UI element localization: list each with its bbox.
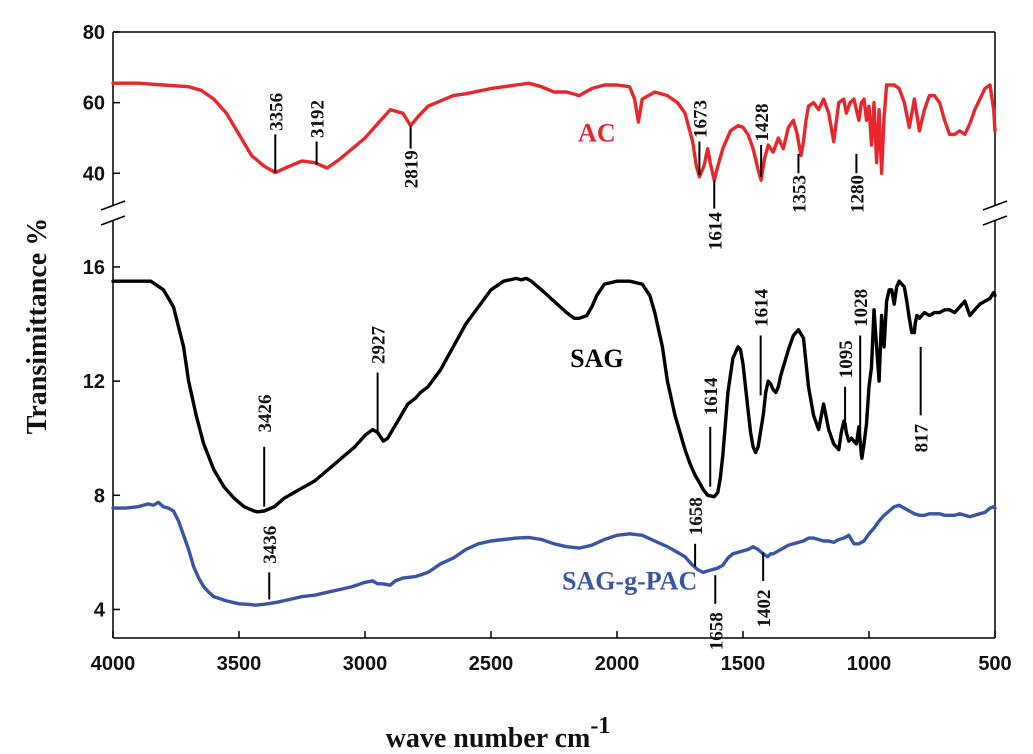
peak-label: 1658	[706, 612, 727, 650]
peak-label: 1095	[836, 340, 857, 378]
peak-label: 3192	[308, 100, 329, 138]
peak-label: 1402	[754, 590, 775, 628]
x-tick-label: 3500	[217, 653, 262, 675]
series-label: SAG	[570, 344, 623, 373]
peak-label: 1673	[690, 100, 711, 138]
peak-label: 1614	[752, 288, 773, 327]
y-tick-label: 40	[83, 163, 105, 185]
chart-series-lines	[111, 81, 997, 607]
x-tick-label: 2500	[469, 653, 514, 675]
axis-break-mark	[982, 200, 1008, 211]
axis-break-mark	[982, 215, 1008, 226]
peak-label: 1428	[752, 104, 773, 142]
y-tick-label: 16	[83, 257, 105, 279]
peak-label: 1658	[686, 497, 707, 535]
axis-break-mark	[100, 215, 126, 226]
series-label: SAG-g-PAC	[562, 566, 697, 595]
x-tick-label: 1500	[721, 653, 766, 675]
y-tick-label: 80	[83, 22, 105, 44]
axis-break-mark	[100, 200, 126, 211]
y-axis-title: Transimittance %	[22, 218, 53, 434]
x-tick-label: 500	[978, 653, 1011, 675]
series-line-sag-g-pac	[111, 500, 997, 607]
y-tick-label: 60	[83, 93, 105, 115]
peak-label: 3426	[255, 395, 276, 433]
y-tick-label: 12	[83, 371, 105, 393]
peak-label: 3356	[266, 93, 287, 131]
x-tick-label: 4000	[91, 653, 136, 675]
series-label: AC	[578, 118, 616, 147]
x-axis-title: wave number cm-1	[386, 713, 611, 754]
y-tick-label: 4	[94, 599, 106, 621]
series-line-ac	[111, 81, 997, 182]
peak-label: 817	[912, 423, 933, 452]
series-line-sag	[111, 276, 997, 514]
peak-label: 1280	[847, 175, 868, 213]
peak-label: 1028	[851, 289, 872, 327]
peak-label: 3436	[260, 526, 281, 564]
x-tick-label: 3000	[343, 653, 388, 675]
x-axis-title-superscript: -1	[590, 713, 610, 739]
x-tick-label: 2000	[595, 653, 640, 675]
chart-axes: 4000 3500 3000 2500 2000 1500 1000 500406080481…	[83, 22, 1012, 675]
x-tick-label: 1000	[847, 653, 892, 675]
peak-label: 1353	[789, 175, 810, 213]
y-tick-label: 8	[94, 485, 105, 507]
chart-annotations: 3356 3192 2819 1673 1428 1614 1353 1280 3426 2927…	[255, 93, 933, 650]
peak-label: 2927	[369, 326, 390, 365]
peak-label: 2819	[402, 150, 423, 188]
peak-label: 1614	[705, 212, 726, 251]
peak-label: 1614	[701, 377, 722, 416]
x-axis-title-text: wave number cm	[386, 723, 591, 754]
